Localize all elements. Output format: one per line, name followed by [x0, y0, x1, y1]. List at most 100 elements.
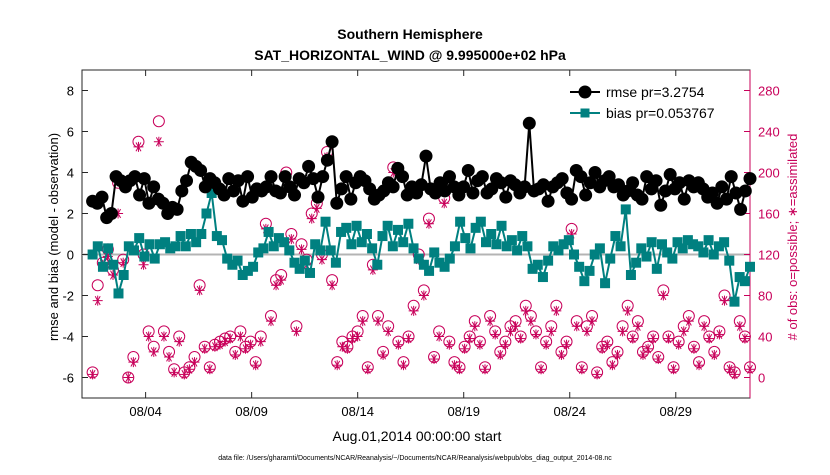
assimilated-point [734, 321, 745, 332]
bias-point [543, 255, 554, 266]
bias-point [217, 235, 228, 246]
bias-point [382, 220, 393, 231]
assimilated-point [383, 326, 394, 337]
assimilated-point [133, 141, 144, 152]
bias-point [589, 249, 600, 260]
assimilated-point [592, 369, 603, 380]
assimilated-point [444, 339, 455, 350]
bias-point [553, 245, 564, 256]
data-file-footnote: data file: /Users/gharamti/Documents/NCA… [218, 455, 612, 462]
possible-point [122, 371, 135, 384]
assimilated-point [571, 321, 582, 332]
possible-point [91, 279, 104, 292]
assimilated-point [617, 326, 628, 337]
bias-point [605, 253, 616, 264]
bias-point [341, 222, 352, 233]
rmse-point [461, 163, 475, 177]
rmse-point [499, 190, 513, 204]
assimilated-point [337, 341, 348, 352]
x-tick-label: 08/24 [553, 404, 586, 419]
rmse-point [677, 192, 691, 206]
assimilated-point [378, 349, 389, 360]
legend-rmse-label: rmse pr=3.2754 [606, 84, 705, 100]
bias-point [745, 261, 755, 272]
assimilated-point [291, 326, 302, 337]
assimilated-point [423, 218, 434, 229]
rmse-point [325, 135, 339, 149]
bias-point [620, 204, 631, 215]
bias-point [475, 216, 486, 227]
bias-point [636, 243, 647, 254]
bias-point [724, 255, 735, 266]
rmse-point [602, 170, 616, 184]
assimilated-point [541, 339, 552, 350]
bias-point [149, 253, 160, 264]
assimilated-point [429, 354, 440, 365]
assimilated-point [449, 360, 460, 371]
bias-point [139, 251, 150, 262]
x-tick-label: 08/19 [447, 404, 480, 419]
assimilated-point [500, 339, 511, 350]
assimilated-point [485, 316, 496, 327]
assimilated-point [454, 364, 465, 375]
assimilated-point [434, 331, 445, 342]
assimilated-point [520, 305, 531, 316]
bias-point [631, 257, 642, 268]
bias-point [698, 247, 709, 258]
bias-point [646, 237, 657, 248]
assimilated-point [225, 333, 236, 344]
bias-point [175, 231, 186, 242]
bias-point [739, 276, 750, 287]
rmse-point [278, 170, 292, 184]
assimilated-point [668, 364, 679, 375]
bias-point [729, 296, 740, 307]
rmse-point [626, 176, 640, 190]
bias-point [424, 265, 435, 276]
assimilated-point [311, 203, 322, 214]
rmse-point [743, 172, 757, 186]
rmse-point [419, 149, 433, 163]
rmse-point [170, 202, 184, 216]
assimilated-point [128, 357, 139, 368]
assimilated-point [459, 343, 470, 354]
bias-point [481, 237, 492, 248]
assimilated-point [199, 343, 210, 354]
assimilated-point [663, 333, 674, 344]
bias-point [372, 259, 383, 270]
y-tick-label: -2 [62, 289, 74, 304]
x-axis-label: Aug.01,2014 00:00:00 start [333, 428, 502, 444]
bias-point [118, 270, 129, 280]
assimilated-point [632, 321, 643, 332]
assimilated-point [271, 280, 282, 291]
assimilated-point [153, 136, 164, 147]
rmse-point [396, 170, 410, 184]
bias-point [610, 231, 621, 242]
bias-point [294, 263, 305, 274]
assimilated-point [158, 331, 169, 342]
bias-point [258, 243, 269, 254]
rmse-point [311, 190, 325, 204]
bias-point [517, 231, 528, 242]
bias-point [418, 259, 429, 270]
bias-point [408, 243, 419, 254]
assimilated-point [688, 343, 699, 354]
assimilated-point [525, 316, 536, 327]
assimilated-point [316, 254, 327, 265]
bias-point [97, 261, 108, 272]
bias-point [600, 278, 611, 289]
assimilated-point [480, 364, 491, 375]
assimilated-point [230, 349, 241, 360]
y2-tick-label: 40 [758, 330, 772, 345]
assimilated-point [184, 364, 195, 375]
rmse-point [344, 192, 358, 206]
assimilated-point [637, 349, 648, 360]
bias-point [465, 243, 476, 254]
rmse-point [316, 170, 330, 184]
assimilated-point [403, 333, 414, 344]
bias-point [594, 243, 605, 254]
rmse-point [339, 170, 353, 184]
y2-tick-label: 80 [758, 289, 772, 304]
rmse-point [555, 172, 569, 186]
bias-point [574, 261, 585, 272]
